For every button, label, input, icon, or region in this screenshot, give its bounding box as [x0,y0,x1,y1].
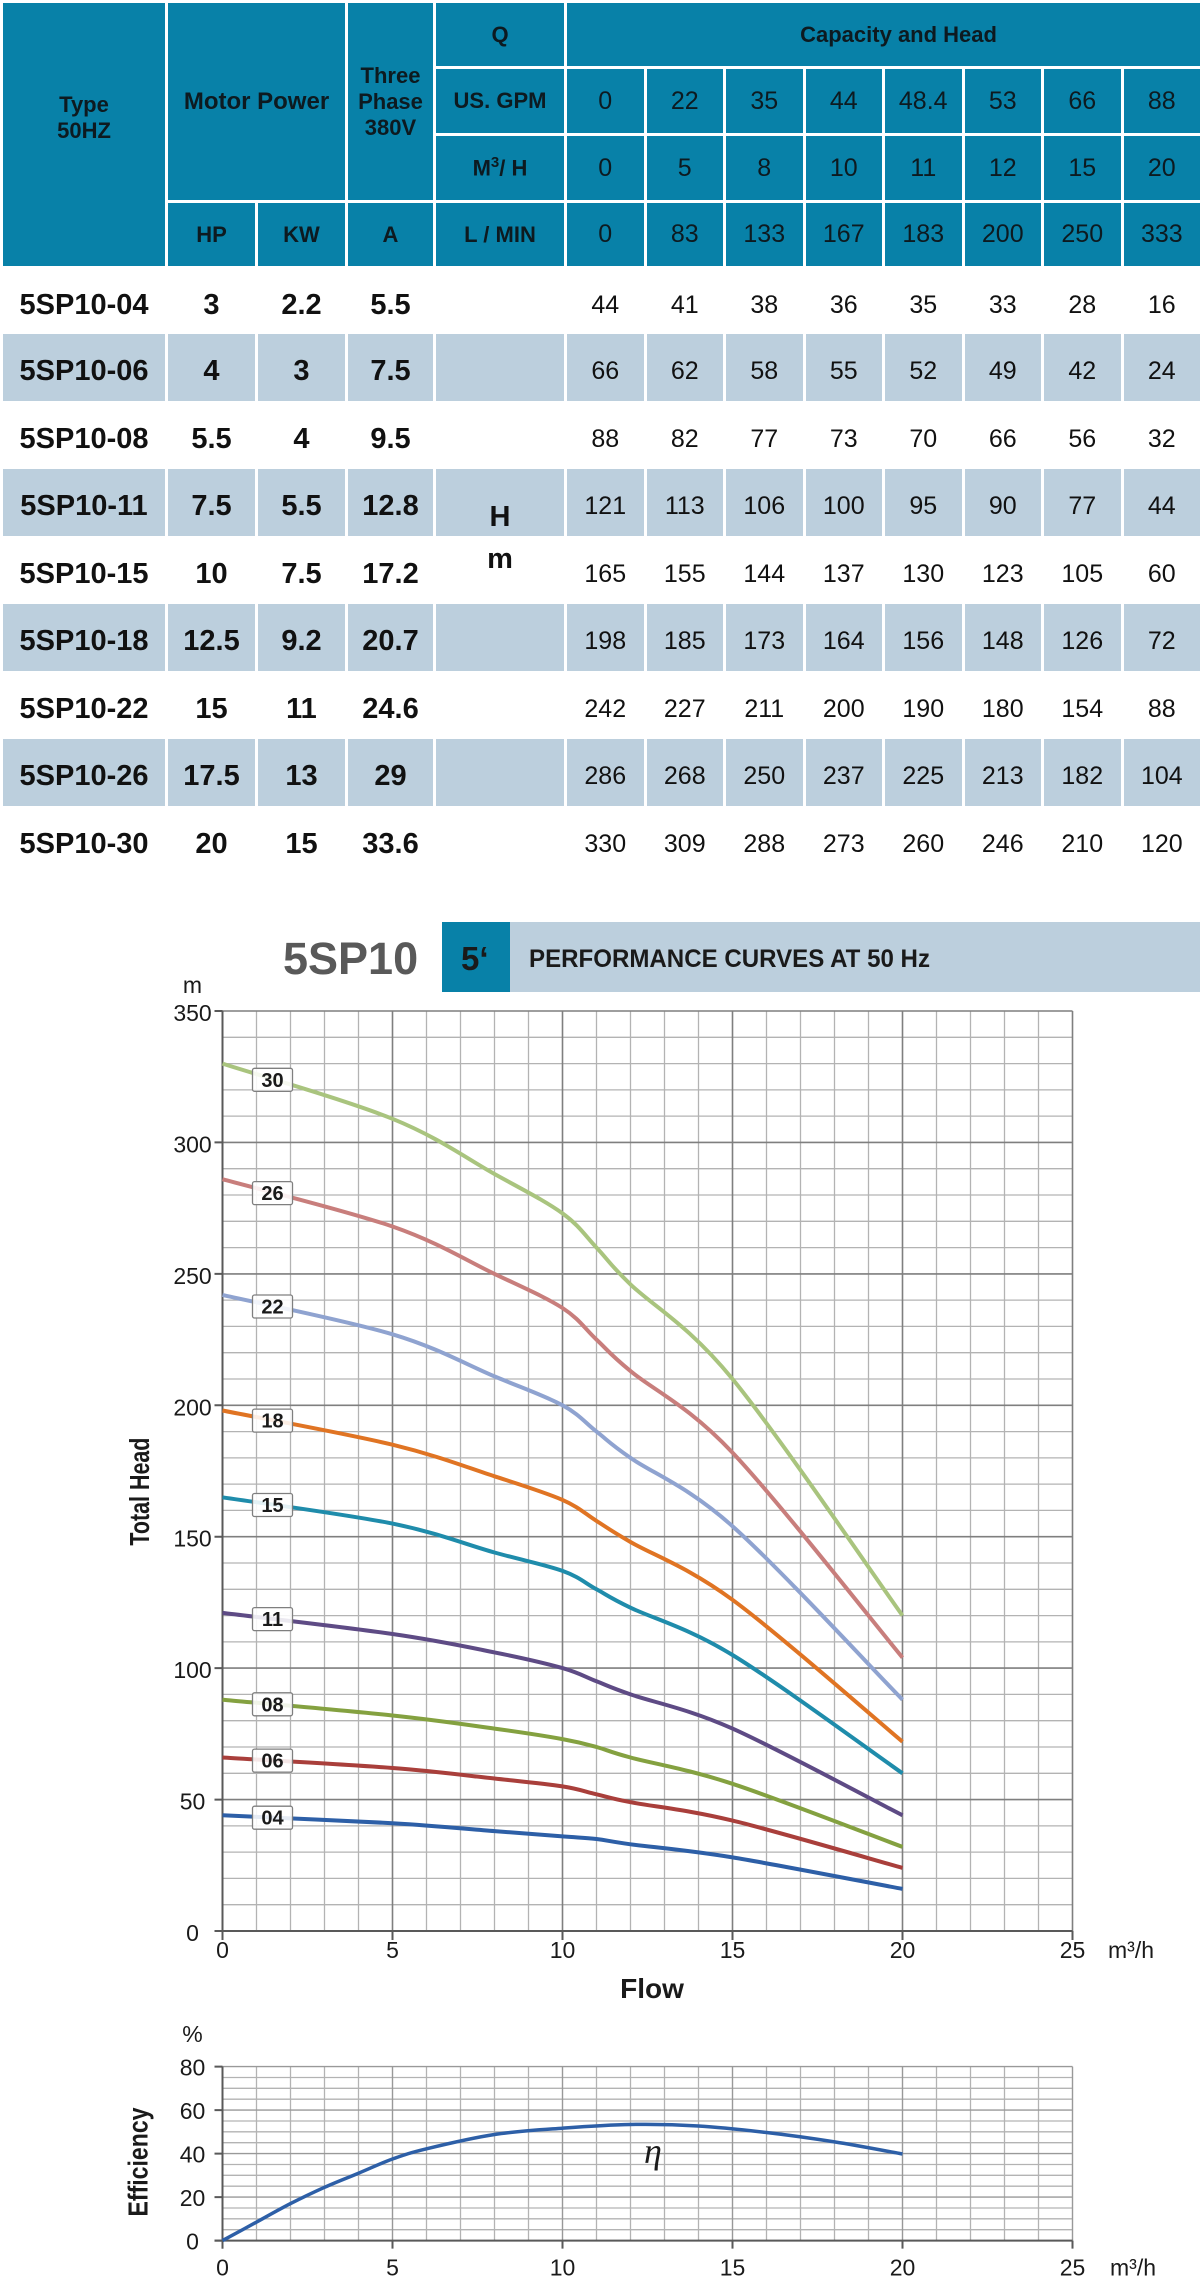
svg-text:m³/h: m³/h [1108,1937,1154,1963]
svg-text:m: m [183,972,202,998]
svg-text:30: 30 [261,1070,283,1092]
svg-text:20: 20 [890,2255,916,2281]
svg-text:25: 25 [1060,1937,1086,1963]
svg-text:100: 100 [173,1657,211,1683]
svg-text:5: 5 [386,2255,399,2281]
svg-text:06: 06 [261,1751,283,1773]
svg-text:5: 5 [386,1937,399,1963]
svg-text:0: 0 [186,1920,199,1946]
svg-text:04: 04 [261,1808,284,1830]
svg-text:15: 15 [261,1495,283,1517]
svg-text:Total Head: Total Head [124,1438,155,1546]
svg-text:250: 250 [173,1263,211,1289]
svg-text:15: 15 [720,1937,746,1963]
svg-text:150: 150 [173,1526,211,1552]
svg-text:350: 350 [173,1000,211,1026]
svg-text:Flow: Flow [620,1973,684,2004]
svg-text:0: 0 [186,2229,199,2255]
svg-text:25: 25 [1060,2255,1086,2281]
svg-text:11: 11 [262,1609,283,1631]
svg-text:200: 200 [173,1394,211,1420]
svg-text:18: 18 [261,1411,283,1433]
svg-text:5SP10: 5SP10 [283,933,418,984]
svg-text:Efficiency: Efficiency [123,2107,154,2216]
svg-text:20: 20 [890,1937,916,1963]
svg-text:22: 22 [261,1297,283,1319]
svg-text:20: 20 [180,2185,206,2211]
svg-text:08: 08 [261,1694,283,1716]
svg-text:PERFORMANCE CURVES AT 50 Hz: PERFORMANCE CURVES AT 50 Hz [529,945,930,973]
svg-text:80: 80 [180,2055,206,2081]
svg-text:%: % [182,2021,202,2047]
svg-text:60: 60 [180,2098,206,2124]
svg-text:10: 10 [550,1937,576,1963]
svg-text:η: η [644,2131,662,2171]
svg-text:0: 0 [216,2255,229,2281]
svg-text:15: 15 [720,2255,746,2281]
svg-text:40: 40 [180,2142,206,2168]
svg-text:10: 10 [550,2255,576,2281]
svg-text:5‘: 5‘ [461,940,489,977]
svg-text:26: 26 [261,1183,283,1205]
svg-text:m³/h: m³/h [1110,2255,1156,2281]
svg-text:50: 50 [180,1789,206,1815]
svg-text:0: 0 [216,1937,229,1963]
svg-text:300: 300 [173,1131,211,1157]
